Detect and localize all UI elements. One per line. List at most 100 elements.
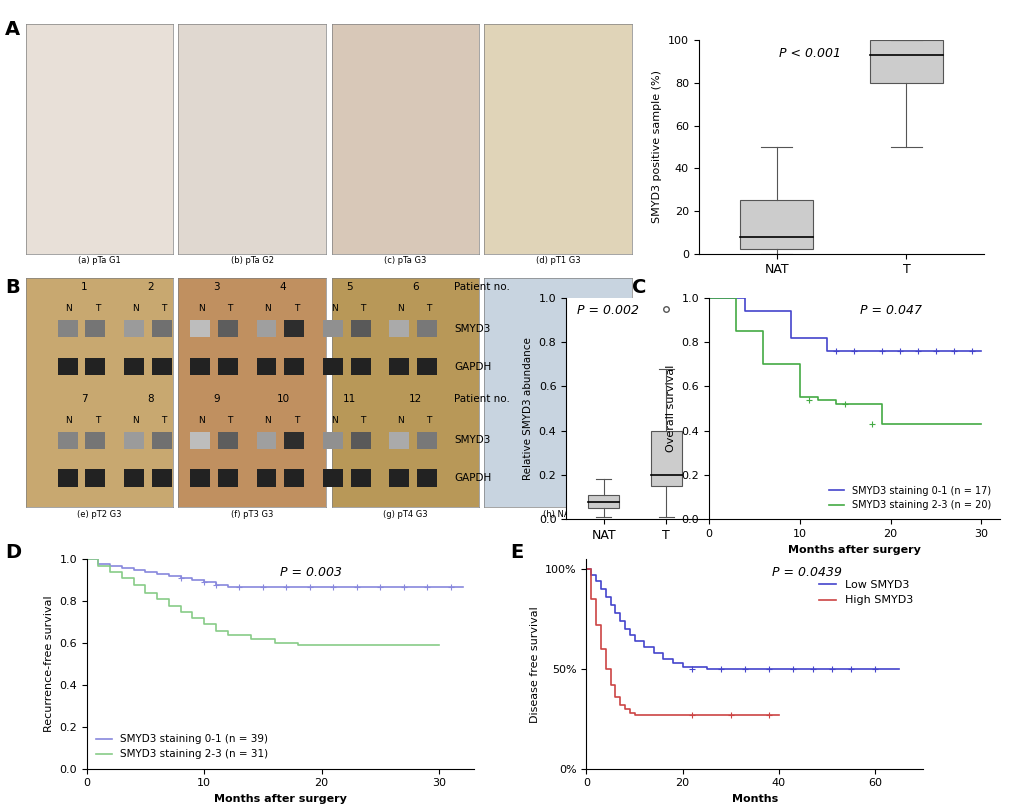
Text: N: N xyxy=(396,415,404,425)
Bar xyxy=(257,431,276,449)
Bar xyxy=(389,358,409,375)
Text: N: N xyxy=(198,415,205,425)
Y-axis label: Recurrence-free survival: Recurrence-free survival xyxy=(44,596,54,733)
Bar xyxy=(152,469,171,487)
Text: E: E xyxy=(510,543,523,563)
Text: P = 0.047: P = 0.047 xyxy=(859,304,921,317)
Text: 8: 8 xyxy=(147,394,154,404)
Bar xyxy=(86,431,105,449)
Legend: SMYD3 staining 0-1 (n = 17), SMYD3 staining 2-3 (n = 20): SMYD3 staining 0-1 (n = 17), SMYD3 stain… xyxy=(824,481,994,514)
Bar xyxy=(58,358,77,375)
Text: 6: 6 xyxy=(412,283,419,292)
Text: A: A xyxy=(5,20,20,39)
Bar xyxy=(869,40,942,83)
Bar xyxy=(124,431,144,449)
Bar xyxy=(323,320,342,337)
X-axis label: (g) pT4 G3: (g) pT4 G3 xyxy=(383,510,427,519)
Text: P < 0.001: P < 0.001 xyxy=(777,47,840,60)
Bar xyxy=(58,431,77,449)
Bar xyxy=(650,431,682,486)
Bar xyxy=(417,431,436,449)
Bar xyxy=(284,320,304,337)
Text: 2: 2 xyxy=(147,283,154,292)
Bar xyxy=(86,320,105,337)
Bar xyxy=(351,469,370,487)
Bar xyxy=(587,495,619,508)
Y-axis label: Disease free survival: Disease free survival xyxy=(529,605,539,723)
Text: T: T xyxy=(95,415,100,425)
Text: T: T xyxy=(227,304,232,313)
Text: SMYD3: SMYD3 xyxy=(453,324,490,334)
Text: P = 0.002: P = 0.002 xyxy=(577,304,639,317)
X-axis label: (c) pTa G3: (c) pTa G3 xyxy=(384,256,426,266)
Text: T: T xyxy=(293,304,299,313)
Text: N: N xyxy=(396,304,404,313)
Text: 7: 7 xyxy=(81,394,88,404)
Text: GAPDH: GAPDH xyxy=(453,473,491,483)
Bar xyxy=(323,358,342,375)
Bar xyxy=(124,469,144,487)
Legend: Low SMYD3, High SMYD3: Low SMYD3, High SMYD3 xyxy=(814,576,917,610)
Bar xyxy=(152,320,171,337)
Text: 5: 5 xyxy=(345,283,353,292)
Text: Patient no.: Patient no. xyxy=(453,283,510,292)
Text: N: N xyxy=(264,304,271,313)
Bar xyxy=(191,358,210,375)
Bar xyxy=(417,320,436,337)
Bar xyxy=(389,469,409,487)
Text: N: N xyxy=(330,415,337,425)
X-axis label: (f) pT3 G3: (f) pT3 G3 xyxy=(231,510,273,519)
Y-axis label: SMYD3 positive sample (%): SMYD3 positive sample (%) xyxy=(652,70,661,224)
Bar xyxy=(389,431,409,449)
Bar xyxy=(257,358,276,375)
Bar xyxy=(257,469,276,487)
Bar xyxy=(740,200,812,250)
X-axis label: (d) pT1 G3: (d) pT1 G3 xyxy=(536,256,580,266)
Bar xyxy=(124,358,144,375)
Bar xyxy=(351,358,370,375)
X-axis label: (a) pTa G1: (a) pTa G1 xyxy=(78,256,120,266)
Text: P = 0.0439: P = 0.0439 xyxy=(771,566,841,579)
Text: T: T xyxy=(426,415,431,425)
Bar xyxy=(152,358,171,375)
Bar xyxy=(58,469,77,487)
Text: T: T xyxy=(360,304,365,313)
Text: D: D xyxy=(5,543,21,563)
Bar xyxy=(389,320,409,337)
Text: B: B xyxy=(5,278,19,297)
Bar xyxy=(284,431,304,449)
X-axis label: (h) NAT: (h) NAT xyxy=(542,510,574,519)
Bar xyxy=(218,431,237,449)
Bar xyxy=(191,320,210,337)
Text: T: T xyxy=(293,415,299,425)
Text: N: N xyxy=(131,304,139,313)
Text: 1: 1 xyxy=(81,283,88,292)
Y-axis label: Overall survival: Overall survival xyxy=(665,365,676,452)
Bar xyxy=(351,320,370,337)
Text: 9: 9 xyxy=(213,394,220,404)
Text: 3: 3 xyxy=(213,283,220,292)
Text: P = 0.003: P = 0.003 xyxy=(280,566,342,579)
Bar xyxy=(284,358,304,375)
Bar xyxy=(257,320,276,337)
Text: GAPDH: GAPDH xyxy=(453,361,491,372)
Text: T: T xyxy=(360,415,365,425)
Bar xyxy=(86,358,105,375)
Text: T: T xyxy=(95,304,100,313)
Text: N: N xyxy=(198,304,205,313)
Text: N: N xyxy=(65,304,72,313)
Bar xyxy=(218,469,237,487)
Text: SMYD3: SMYD3 xyxy=(453,436,490,445)
Bar xyxy=(323,469,342,487)
Bar xyxy=(323,431,342,449)
Bar xyxy=(218,358,237,375)
X-axis label: Months after surgery: Months after surgery xyxy=(214,794,346,804)
Bar xyxy=(86,469,105,487)
Bar xyxy=(152,431,171,449)
Y-axis label: Relative SMYD3 abundance: Relative SMYD3 abundance xyxy=(523,337,533,480)
Text: 4: 4 xyxy=(279,283,286,292)
Text: Patient no.: Patient no. xyxy=(453,394,510,404)
Bar xyxy=(124,320,144,337)
Bar xyxy=(58,320,77,337)
Text: 10: 10 xyxy=(276,394,289,404)
